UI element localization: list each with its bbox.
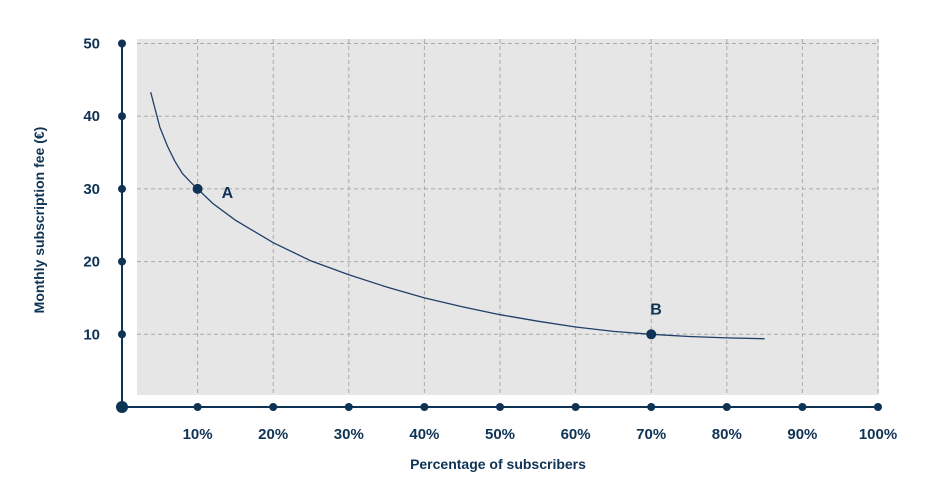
x-tick-label: 70% [636,426,666,443]
x-tick-marker [647,403,656,411]
origin-marker [116,401,128,413]
x-tick-marker [874,403,882,411]
x-tick-marker [798,403,807,411]
x-tick-marker [496,403,504,411]
y-axis-ticks: 10 20 30 40 50 [83,36,126,343]
x-tick-label: 20% [258,426,288,443]
x-tick-label: 90% [787,426,817,443]
x-axis-ticks: 10% 20% 30% 40% 50% 60% 70% 80% 90% 100% [183,403,897,443]
x-tick-label: 50% [485,426,515,443]
x-tick-label: 30% [334,426,364,443]
y-tick-label: 10 [83,326,100,343]
x-tick-marker [571,403,580,411]
x-tick-marker [269,403,278,411]
y-tick-label: 50 [83,36,100,53]
y-tick-marker [118,39,126,48]
plot-area [137,39,879,395]
y-tick-label: 40 [83,108,100,125]
x-tick-label: 40% [409,426,439,443]
point-a-marker [192,183,203,194]
highlighted-points: AB [192,183,662,340]
y-tick-marker [118,257,126,266]
x-tick-marker [722,403,731,411]
x-tick-marker [193,403,202,411]
point-b-marker [646,329,657,340]
y-tick-label: 20 [83,254,100,271]
x-tick-marker [420,403,429,411]
x-tick-label: 60% [561,426,591,443]
x-tick-label: 100% [859,426,897,443]
x-tick-label: 80% [712,426,742,443]
grid [137,39,879,395]
x-tick-marker [344,403,353,411]
x-axis-title: Percentage of subscribers [410,456,586,472]
x-tick-label: 10% [183,426,213,443]
point-b-label: B [650,301,662,318]
point-a-label: A [222,185,234,202]
y-tick-marker [118,112,126,121]
y-tick-marker [118,330,126,339]
y-tick-label: 30 [83,181,100,198]
demand-curve-line [150,92,765,340]
y-axis-title: Monthly subscription fee (€) [31,127,47,314]
y-tick-marker [118,184,126,193]
